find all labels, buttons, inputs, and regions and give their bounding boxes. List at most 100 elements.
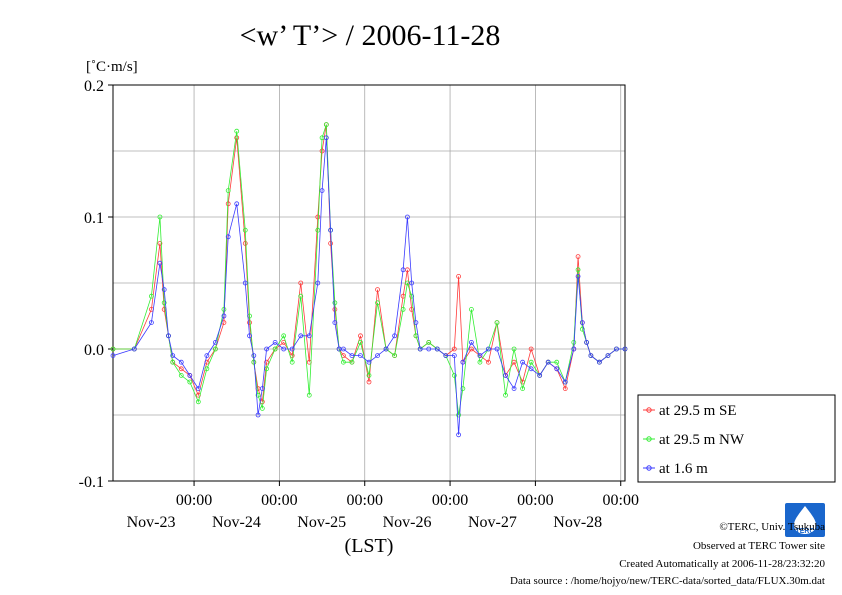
data-point xyxy=(400,306,406,312)
y-axis-unit: [˚C·m/s] xyxy=(86,59,138,75)
data-point xyxy=(259,386,265,392)
data-point xyxy=(289,359,295,365)
data-point xyxy=(255,412,261,418)
data-point xyxy=(110,353,116,359)
data-point xyxy=(409,306,415,312)
y-tick-label: 0.2 xyxy=(84,78,104,95)
x-tick-time: 00:00 xyxy=(517,492,553,509)
x-tick-date: Nov-28 xyxy=(553,514,602,531)
data-point xyxy=(456,273,462,279)
y-tick-label: -0.1 xyxy=(79,474,104,491)
data-point xyxy=(319,148,325,154)
data-point xyxy=(212,339,218,345)
chart-title: <w’ T’> / 2006-11-28 xyxy=(240,19,501,52)
data-point xyxy=(204,366,210,372)
x-axis-ticks: 00:00Nov-2300:00Nov-2400:00Nov-2500:00No… xyxy=(127,481,639,531)
legend-swatch-marker xyxy=(646,465,652,471)
legend-box xyxy=(637,394,836,483)
data-point xyxy=(298,293,304,299)
data-point xyxy=(157,214,163,220)
data-point xyxy=(170,353,176,359)
y-tick-label: 0.0 xyxy=(84,342,104,359)
data-point xyxy=(413,320,419,326)
footer-source: Data source : /home/hojyo/new/TERC-data/… xyxy=(510,575,825,587)
data-point xyxy=(392,333,398,339)
data-point xyxy=(332,300,338,306)
data-point xyxy=(242,280,248,286)
data-point xyxy=(528,346,534,352)
data-point xyxy=(234,201,240,207)
data-point xyxy=(281,333,287,339)
data-point xyxy=(494,320,500,326)
data-point xyxy=(375,287,380,293)
x-tick-date: Nov-25 xyxy=(297,514,346,531)
data-point xyxy=(178,359,184,365)
data-point xyxy=(306,392,312,398)
data-point xyxy=(259,405,265,411)
data-point xyxy=(409,293,415,299)
legend-items: at 29.5 m SE at 29.5 m NW at 1.6 m xyxy=(643,403,745,477)
data-point xyxy=(187,379,193,385)
series-line xyxy=(113,124,625,416)
x-tick-time: 00:00 xyxy=(603,492,639,509)
data-point xyxy=(358,353,363,359)
data-point xyxy=(131,346,137,352)
data-point xyxy=(579,320,585,326)
data-point xyxy=(477,353,483,359)
x-tick-date: Nov-27 xyxy=(468,514,517,531)
data-point xyxy=(451,372,457,378)
data-point xyxy=(400,267,406,273)
data-point xyxy=(178,372,184,378)
data-point xyxy=(157,260,163,266)
data-point xyxy=(358,333,363,339)
data-point xyxy=(554,359,560,365)
legend-label: at 29.5 m NW xyxy=(659,432,745,448)
terc-logo: TERC xyxy=(785,503,825,537)
data-point xyxy=(161,287,167,293)
data-point xyxy=(468,346,474,352)
data-point xyxy=(520,386,525,392)
data-point xyxy=(225,234,231,240)
data-point xyxy=(434,346,440,352)
data-point xyxy=(468,306,474,312)
data-point xyxy=(340,346,346,352)
data-point xyxy=(225,201,231,207)
data-point xyxy=(221,313,227,319)
data-point xyxy=(161,300,167,306)
data-point xyxy=(349,353,355,359)
data-point xyxy=(528,366,534,372)
data-point xyxy=(584,339,589,345)
series-line xyxy=(112,137,625,435)
data-point xyxy=(323,122,329,127)
series-at-29-5-m-se xyxy=(110,122,628,405)
data-point xyxy=(148,320,154,326)
data-point xyxy=(225,188,231,194)
series-at-1-6-m xyxy=(110,135,628,438)
x-tick-time: 00:00 xyxy=(176,492,212,509)
data-point xyxy=(340,359,346,365)
data-point xyxy=(503,372,508,378)
data-point xyxy=(477,359,483,365)
data-point xyxy=(605,353,611,359)
data-point xyxy=(358,339,363,345)
footer-copyright: ©TERC, Univ. Tsukuba xyxy=(719,521,825,533)
data-point xyxy=(242,227,248,233)
footer-observed: Observed at TERC Tower site xyxy=(693,540,825,552)
data-point xyxy=(503,392,508,398)
data-point xyxy=(234,128,240,134)
data-point xyxy=(554,366,560,372)
data-point xyxy=(319,188,325,194)
data-point xyxy=(537,372,543,378)
y-axis-ticks: 0.2 0.1 0.0 -0.1 xyxy=(79,78,113,491)
data-point xyxy=(298,333,304,339)
data-point xyxy=(170,359,176,365)
data-point xyxy=(349,359,355,365)
data-point xyxy=(588,353,594,359)
plot-frame xyxy=(112,84,626,482)
data-point xyxy=(195,386,201,392)
data-point xyxy=(242,240,248,246)
data-point xyxy=(562,379,568,385)
data-point xyxy=(520,359,525,365)
data-point xyxy=(332,320,338,326)
data-point xyxy=(562,386,568,392)
